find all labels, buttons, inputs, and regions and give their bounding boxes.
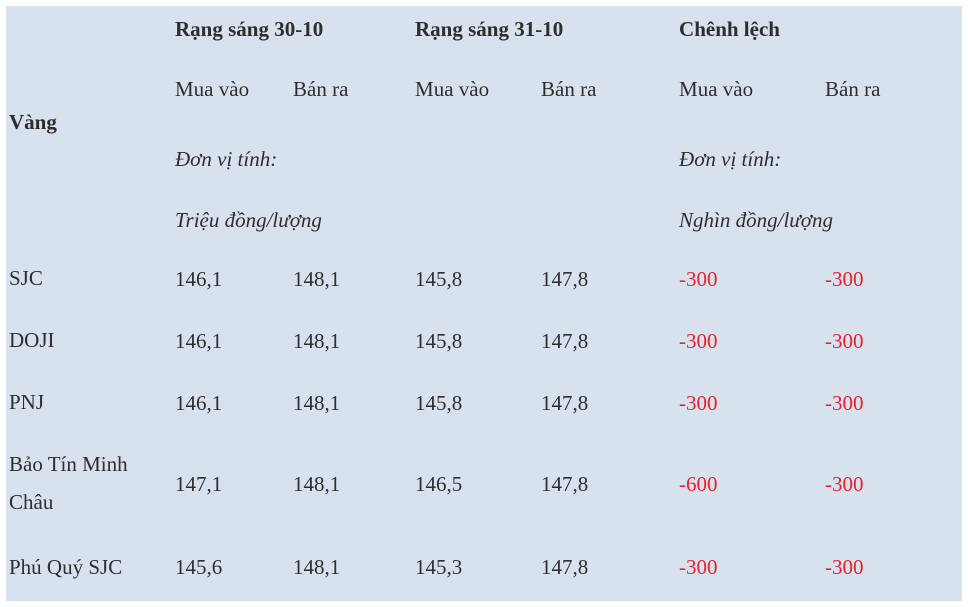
table-row: PNJ 146,1 148,1 145,8 147,8 -300 -300	[6, 372, 962, 434]
sub-header-sell-3: Bán ra	[825, 76, 881, 101]
change-sell: -300	[825, 471, 864, 496]
row-label: SJC	[9, 266, 43, 291]
sub-header-buy-2: Mua vào	[415, 76, 490, 101]
table-row: DOJI 146,1 148,1 145,8 147,8 -300 -300	[6, 310, 962, 372]
unit-value-spacer	[6, 192, 172, 248]
sell-value-30-10: 148,1	[293, 471, 341, 496]
corner-label-vang: Vàng	[9, 109, 57, 134]
sell-value-31-10: 147,8	[541, 266, 589, 291]
unit-value-left: Triệu đồng/lượng	[175, 207, 322, 232]
sell-value-31-10: 147,8	[541, 471, 589, 496]
sell-value-31-10: 147,8	[541, 328, 589, 353]
buy-value-30-10: 146,1	[175, 328, 223, 353]
sub-header-buy-3: Mua vào	[679, 76, 754, 101]
unit-value-row: Triệu đồng/lượng Nghìn đồng/lượng	[6, 192, 962, 248]
change-buy: -600	[679, 471, 718, 496]
change-buy: -300	[679, 390, 718, 415]
gold-price-table: Rạng sáng 30-10 Rạng sáng 31-10 Chênh lệ…	[6, 6, 963, 601]
corner-spacer	[6, 6, 172, 52]
sell-value-30-10: 148,1	[293, 390, 341, 415]
change-sell: -300	[825, 328, 864, 353]
unit-label-left: Đơn vị tính:	[175, 146, 278, 171]
table-row: SJC 146,1 148,1 145,8 147,8 -300 -300	[6, 248, 962, 310]
sell-value-30-10: 148,1	[293, 555, 341, 580]
change-sell: -300	[825, 390, 864, 415]
sell-value-30-10: 148,1	[293, 328, 341, 353]
buy-value-31-10: 145,8	[415, 390, 463, 415]
group-header-morning-30-10: Rạng sáng 30-10	[175, 16, 324, 41]
change-buy: -300	[679, 266, 718, 291]
table-row: Bảo Tín Minh Châu 147,1 148,1 146,5 147,…	[6, 434, 962, 534]
unit-label-middle-spacer	[412, 126, 676, 192]
buy-value-30-10: 146,1	[175, 266, 223, 291]
group-header-difference: Chênh lệch	[679, 16, 780, 41]
sell-value-31-10: 147,8	[541, 555, 589, 580]
buy-value-30-10: 145,6	[175, 555, 223, 580]
sub-header-sell-1: Bán ra	[293, 76, 349, 101]
change-sell: -300	[825, 555, 864, 580]
sub-header-sell-2: Bán ra	[541, 76, 597, 101]
buy-value-31-10: 145,8	[415, 266, 463, 291]
unit-label-right: Đơn vị tính:	[679, 146, 782, 171]
row-label: DOJI	[9, 328, 55, 353]
sub-header-buy-1: Mua vào	[175, 76, 250, 101]
sub-header-row: Vàng Mua vào Bán ra Mua vào Bán ra Mua v…	[6, 52, 962, 134]
row-label: Phú Quý SJC	[9, 554, 123, 579]
buy-value-30-10: 146,1	[175, 390, 223, 415]
row-label: PNJ	[9, 390, 45, 415]
row-label: Bảo Tín Minh Châu	[9, 452, 128, 514]
change-sell: -300	[825, 266, 864, 291]
group-header-morning-31-10: Rạng sáng 31-10	[415, 16, 564, 41]
unit-value-right: Nghìn đồng/lượng	[679, 207, 833, 232]
change-buy: -300	[679, 328, 718, 353]
unit-value-middle-spacer	[412, 192, 676, 248]
buy-value-30-10: 147,1	[175, 471, 223, 496]
table-row: Phú Quý SJC 145,6 148,1 145,3 147,8 -300…	[6, 534, 962, 601]
unit-label-row: Đơn vị tính: Đơn vị tính:	[6, 126, 962, 192]
buy-value-31-10: 145,3	[415, 555, 463, 580]
sell-value-31-10: 147,8	[541, 390, 589, 415]
group-header-row: Rạng sáng 30-10 Rạng sáng 31-10 Chênh lệ…	[6, 6, 962, 52]
sell-value-30-10: 148,1	[293, 266, 341, 291]
change-buy: -300	[679, 555, 718, 580]
buy-value-31-10: 146,5	[415, 471, 463, 496]
buy-value-31-10: 145,8	[415, 328, 463, 353]
